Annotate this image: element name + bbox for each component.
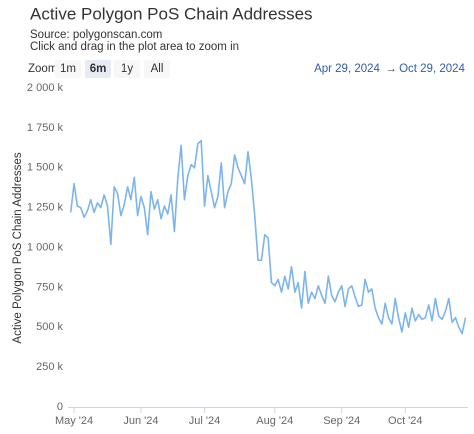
y-tick-label: 1 750 k — [27, 122, 64, 134]
chart-title: Active Polygon PoS Chain Addresses — [30, 4, 313, 23]
y-tick-label: 1 500 k — [27, 162, 64, 174]
y-tick-label: 500 k — [36, 321, 63, 333]
x-tick-label: May '24 — [55, 415, 93, 427]
zoom-label: Zoom — [28, 63, 57, 75]
zoom-button[interactable] — [144, 60, 170, 78]
zoom-button[interactable] — [85, 60, 111, 78]
zoom-button-label[interactable]: 1m — [60, 63, 76, 75]
y-tick-label: 250 k — [36, 361, 63, 373]
x-tick-label: Jul '24 — [189, 415, 220, 427]
zoom-button[interactable] — [55, 60, 81, 78]
subtitle: Source: polygonscan.com — [30, 29, 162, 41]
y-tick-label: 1 250 k — [27, 202, 64, 214]
x-tick-label: Sep '24 — [323, 415, 360, 427]
series-line — [69, 139, 467, 335]
y-tick-label: 0 — [57, 401, 63, 413]
x-tick-label: Jun '24 — [123, 415, 158, 427]
range-to[interactable]: Oct 29, 2024 — [399, 63, 465, 75]
y-tick-label: 2 000 k — [27, 82, 64, 94]
range-from[interactable]: Apr 29, 2024 — [314, 63, 380, 75]
y-tick-label: 1 000 k — [27, 241, 64, 253]
zoom-button-label[interactable]: 1y — [121, 63, 133, 75]
y-tick-label: 750 k — [36, 281, 63, 293]
y-axis-title: Active Polygon PoS Chain Addresses — [12, 152, 24, 343]
zoom-button-label[interactable]: All — [151, 63, 164, 75]
zoom-button-label[interactable]: 6m — [90, 63, 107, 75]
x-tick-label: Aug '24 — [256, 415, 293, 427]
range-arrow: → — [385, 63, 397, 75]
x-tick-label: Oct '24 — [388, 415, 423, 427]
zoom-button[interactable] — [114, 60, 140, 78]
subtitle: Click and drag in the plot area to zoom … — [30, 41, 239, 53]
